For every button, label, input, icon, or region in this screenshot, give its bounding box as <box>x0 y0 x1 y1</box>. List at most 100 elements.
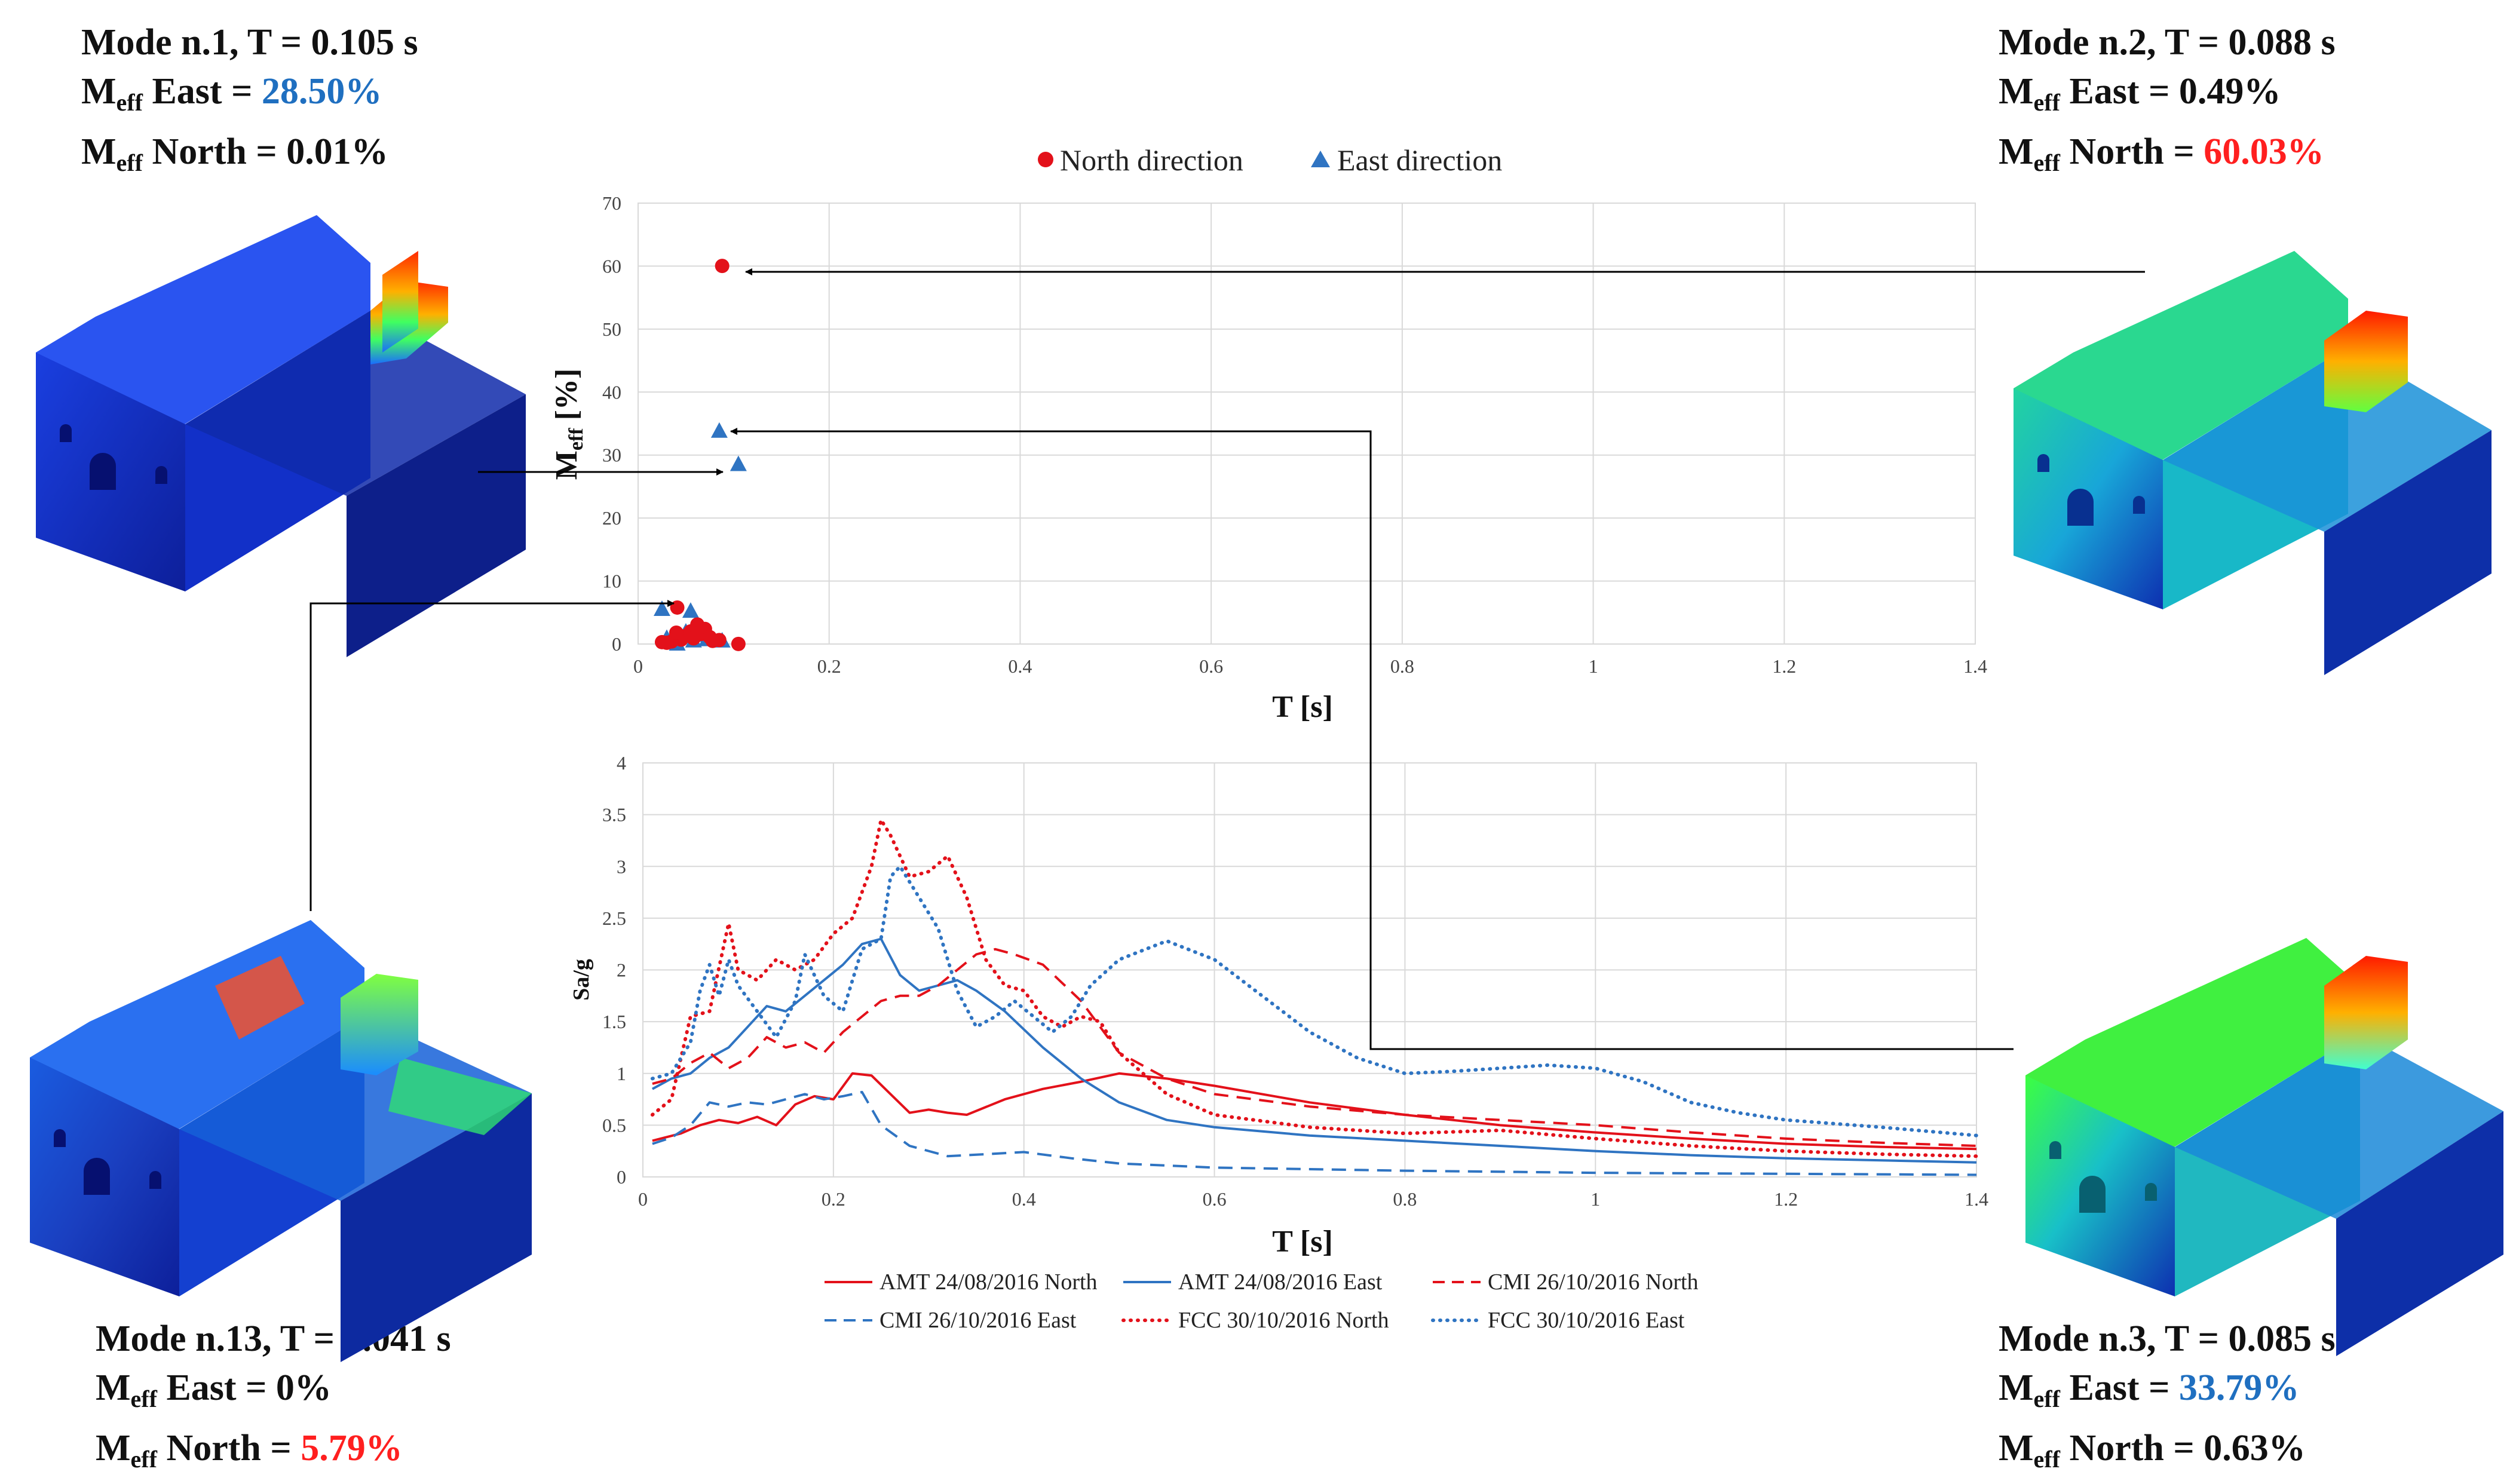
y-tick-label: 50 <box>602 318 621 340</box>
x-tick-label: 0 <box>638 1188 648 1210</box>
scatter-x-ticks: 0 0.2 0.4 0.6 0.8 1 1.2 1.4 <box>633 655 1987 677</box>
mode13-east-value: 0% <box>275 1368 332 1408</box>
series-line-5 <box>650 864 1978 1137</box>
legend-label-3: CMI 26/10/2016 East <box>879 1308 1077 1333</box>
mode2-label: Mode n.2, T = 0.088 s Meff East = 0.49% … <box>1999 18 2336 188</box>
y-tick-label: 1.5 <box>602 1011 626 1032</box>
y-tick-label: 3 <box>617 856 626 877</box>
y-tick-label: 20 <box>602 507 621 529</box>
series-line-2 <box>652 948 1977 1147</box>
mode2-title: Mode n.2, T = 0.088 s <box>1999 22 2336 63</box>
mode2-east-value: 0.49% <box>2178 71 2281 112</box>
building-mode3-image <box>2025 938 2503 1356</box>
x-tick-label: 0 <box>633 655 643 677</box>
scatter-ylabel: Meff [%] <box>550 369 587 480</box>
x-tick-label: 1.4 <box>1963 655 1987 677</box>
mode13-east: Meff East = 0% <box>96 1368 332 1412</box>
spectra-ylabel: Sa/g <box>569 959 594 1001</box>
spectra-legend: AMT 24/08/2016 North AMT 24/08/2016 East C… <box>825 1270 1699 1333</box>
east-point <box>653 600 670 617</box>
mode13-north-value: 5.79% <box>301 1428 403 1468</box>
north-point <box>669 626 684 640</box>
spectra-x-ticks: 0 0.2 0.4 0.6 0.8 1 1.2 1.4 <box>638 1188 1988 1210</box>
spectra-y-ticks: 0 0.5 1 1.5 2 2.5 3 3.5 4 <box>602 752 626 1188</box>
arrow-mode3 <box>730 428 2014 1050</box>
north-point <box>654 634 669 649</box>
series-line-4 <box>650 818 1978 1158</box>
spectra-grid <box>642 762 1977 1178</box>
legend-north-marker <box>1038 152 1053 167</box>
legend-label-4: FCC 30/10/2016 North <box>1178 1308 1389 1333</box>
east-point <box>710 422 728 438</box>
series-line-0 <box>652 1072 1977 1151</box>
mode3-label: Mode n.3, T = 0.085 s Meff East = 33.79%… <box>1999 1314 2336 1484</box>
mode1-title: Mode n.1, T = 0.105 s <box>81 22 418 63</box>
legend-east-marker <box>1311 151 1330 167</box>
mode1-north-value: 0.01% <box>286 131 388 172</box>
north-point <box>715 259 730 274</box>
north-point <box>731 636 746 651</box>
y-tick-label: 30 <box>602 444 621 466</box>
x-tick-label: 0.8 <box>1393 1188 1417 1210</box>
series-line-3 <box>652 1090 1977 1176</box>
mode2-north-value: 60.03% <box>2204 131 2324 172</box>
y-tick-label: 4 <box>617 752 626 774</box>
x-tick-label: 1 <box>1590 1188 1600 1210</box>
mode2-north: Meff North = 60.03% <box>1999 131 2324 176</box>
legend-label-5: FCC 30/10/2016 East <box>1488 1308 1685 1333</box>
scatter-legend: North direction East direction <box>1038 143 1502 177</box>
scatter-grid <box>638 203 1976 645</box>
scatter-points <box>653 259 747 651</box>
building-mode13-image <box>30 920 532 1362</box>
x-tick-label: 0.2 <box>822 1188 845 1210</box>
mode13-north: Meff North = 5.79% <box>96 1428 403 1473</box>
y-tick-label: 2 <box>617 959 626 981</box>
mode3-east: Meff East = 33.79% <box>1999 1368 2300 1412</box>
spectra-series <box>650 818 1978 1176</box>
y-tick-label: 40 <box>602 381 621 403</box>
x-tick-label: 0.4 <box>1012 1188 1036 1210</box>
mode1-east-value: 28.50% <box>261 71 382 112</box>
scatter-xlabel: T [s] <box>1272 690 1333 724</box>
legend-north-label: North direction <box>1060 143 1243 177</box>
connector-arrows <box>309 268 2145 1050</box>
spectra-chart: 0 0.5 1 1.5 2 2.5 3 3.5 4 0 0.2 0.4 0.6 0.8 1 1.2 1.4 T… <box>569 752 1988 1333</box>
x-tick-label: 1 <box>1589 655 1598 677</box>
legend-label-1: AMT 24/08/2016 East <box>1178 1270 1383 1295</box>
x-tick-label: 1.2 <box>1774 1188 1798 1210</box>
north-point <box>705 633 720 648</box>
mode1-north: Meff North = 0.01% <box>81 131 388 176</box>
y-tick-label: 0 <box>612 633 621 655</box>
legend-east-label: East direction <box>1337 143 1502 177</box>
mode2-east: Meff East = 0.49% <box>1999 71 2281 116</box>
x-tick-label: 0.8 <box>1390 655 1414 677</box>
mode1-label: Mode n.1, T = 0.105 s Meff East = 28.50%… <box>81 18 418 188</box>
series-line-1 <box>651 937 1977 1164</box>
y-tick-label: 0.5 <box>602 1114 626 1136</box>
mode3-north: Meff North = 0.63% <box>1999 1428 2306 1473</box>
y-tick-label: 60 <box>602 255 621 277</box>
mode3-east-value: 33.79% <box>2178 1368 2300 1408</box>
y-tick-label: 2.5 <box>602 907 626 929</box>
y-tick-label: 3.5 <box>602 804 626 826</box>
scatter-chart: 0 10 20 30 40 50 60 70 0 0.2 0.4 0.6 0.8 1 1.2 1.4 T [… <box>550 143 1987 724</box>
y-tick-label: 0 <box>617 1166 626 1188</box>
building-mode2-image <box>2014 251 2492 675</box>
east-point <box>682 602 699 618</box>
mode3-north-value: 0.63% <box>2204 1428 2306 1468</box>
x-tick-label: 1.2 <box>1772 655 1796 677</box>
mode3-title: Mode n.3, T = 0.085 s <box>1999 1319 2336 1359</box>
x-tick-label: 0.4 <box>1008 655 1032 677</box>
legend-label-0: AMT 24/08/2016 North <box>879 1270 1098 1295</box>
x-tick-label: 0.2 <box>817 655 841 677</box>
building-mode1-image <box>36 215 526 657</box>
legend-label-2: CMI 26/10/2016 North <box>1488 1270 1699 1295</box>
x-tick-label: 1.4 <box>1965 1188 1988 1210</box>
y-tick-label: 1 <box>617 1063 626 1084</box>
y-tick-label: 10 <box>602 571 621 592</box>
x-tick-label: 0.6 <box>1199 655 1223 677</box>
mode1-east: Meff East = 28.50% <box>81 71 382 116</box>
arrow-mode13 <box>309 600 675 911</box>
east-point <box>730 455 747 471</box>
